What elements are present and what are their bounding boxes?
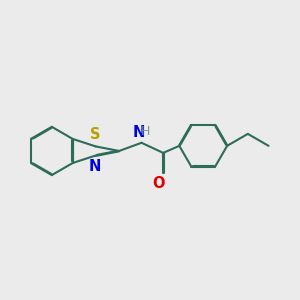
Text: N: N [88,159,100,174]
Text: O: O [153,176,165,190]
Text: S: S [90,127,101,142]
Text: N: N [133,125,145,140]
Text: H: H [141,124,151,137]
